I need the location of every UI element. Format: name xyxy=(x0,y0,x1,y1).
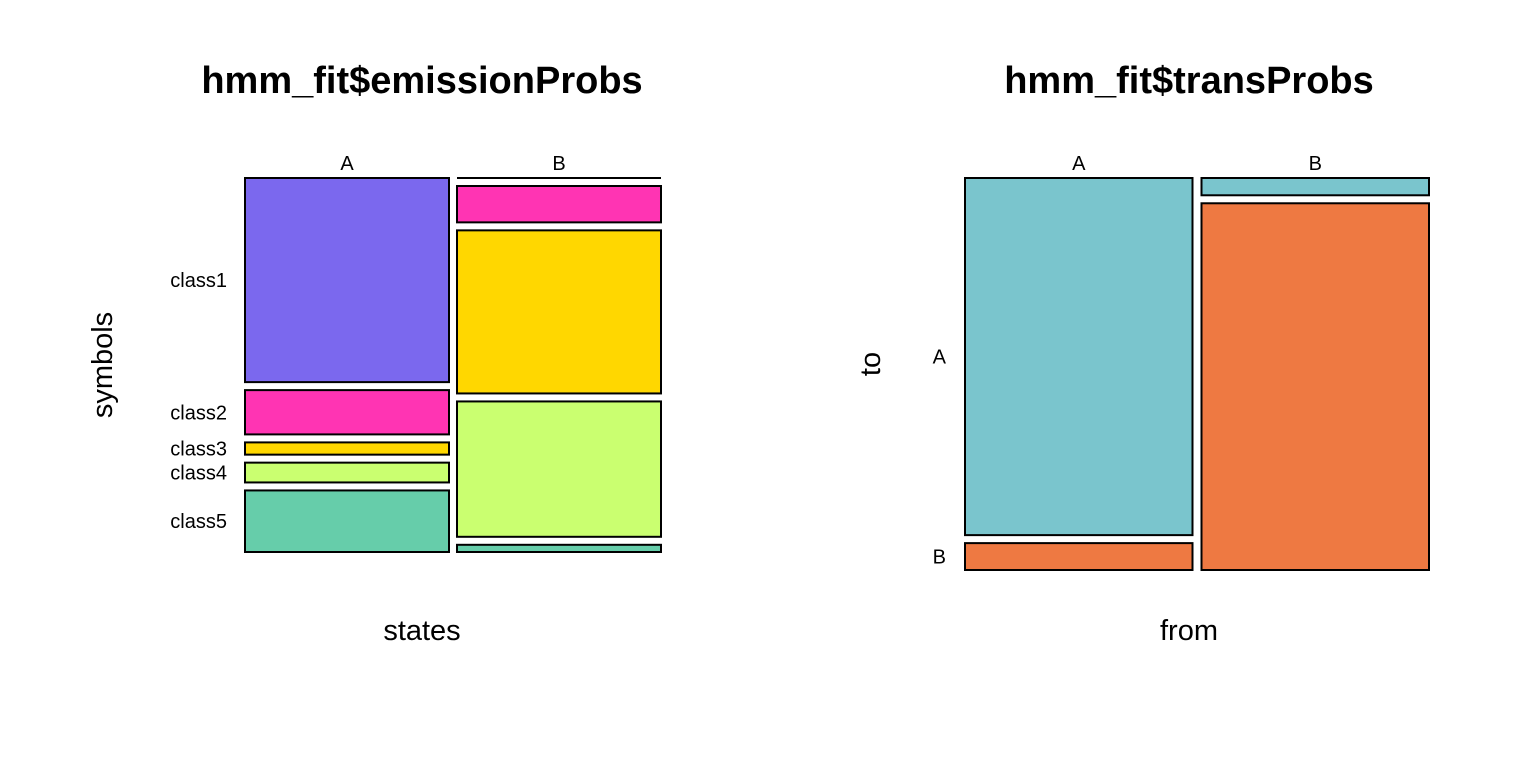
mosaic-tile-a-class4 xyxy=(244,461,450,484)
x-tick-label-b: B xyxy=(1309,153,1322,175)
y-axis-label: to xyxy=(855,352,887,376)
x-tick-label-a: A xyxy=(1072,153,1086,175)
x-axis-label: from xyxy=(1160,615,1218,647)
y-tick-label-a: A xyxy=(933,347,947,369)
mosaic-tile-b-class3 xyxy=(456,229,662,395)
mosaic-tile-b-a xyxy=(1200,177,1430,197)
mosaic-tile-a-class3 xyxy=(244,441,450,456)
y-tick-label-b: B xyxy=(933,547,946,569)
x-tick-label-a: A xyxy=(340,153,354,175)
y-axis-label: symbols xyxy=(87,312,119,418)
mosaic-tiles xyxy=(964,177,1430,571)
y-tick-label-class2: class2 xyxy=(170,402,227,424)
chart-title: hmm_fit$transProbs xyxy=(1004,60,1374,102)
x-axis-label: states xyxy=(383,615,460,647)
trans-probs-panel: hmm_fit$transProbs from to A B A B xyxy=(855,60,1430,647)
mosaic-tile-a-class5 xyxy=(244,489,450,554)
y-tick-label-class1: class1 xyxy=(170,270,227,292)
mosaic-tile-a-a xyxy=(964,177,1194,537)
y-tick-label-class5: class5 xyxy=(170,511,227,533)
mosaic-tile-b-b xyxy=(1200,202,1430,571)
tick-labels: A B A B xyxy=(933,153,1322,569)
emission-probs-panel: hmm_fit$emissionProbs states symbols A Bc… xyxy=(87,60,662,647)
mosaic-tile-a-b xyxy=(964,542,1194,571)
mosaic-tile-a-class1 xyxy=(244,177,450,384)
mosaic-tile-a-class2 xyxy=(244,389,450,436)
mosaic-tiles xyxy=(244,177,662,554)
chart-title: hmm_fit$emissionProbs xyxy=(201,60,642,102)
mosaic-tile-b-class2 xyxy=(456,185,662,224)
y-tick-label-class4: class4 xyxy=(170,463,227,485)
x-tick-label-b: B xyxy=(552,153,565,175)
mosaic-tile-b-class4 xyxy=(456,400,662,538)
mosaic-tile-b-class5 xyxy=(456,543,662,553)
y-tick-label-class3: class3 xyxy=(170,439,227,461)
